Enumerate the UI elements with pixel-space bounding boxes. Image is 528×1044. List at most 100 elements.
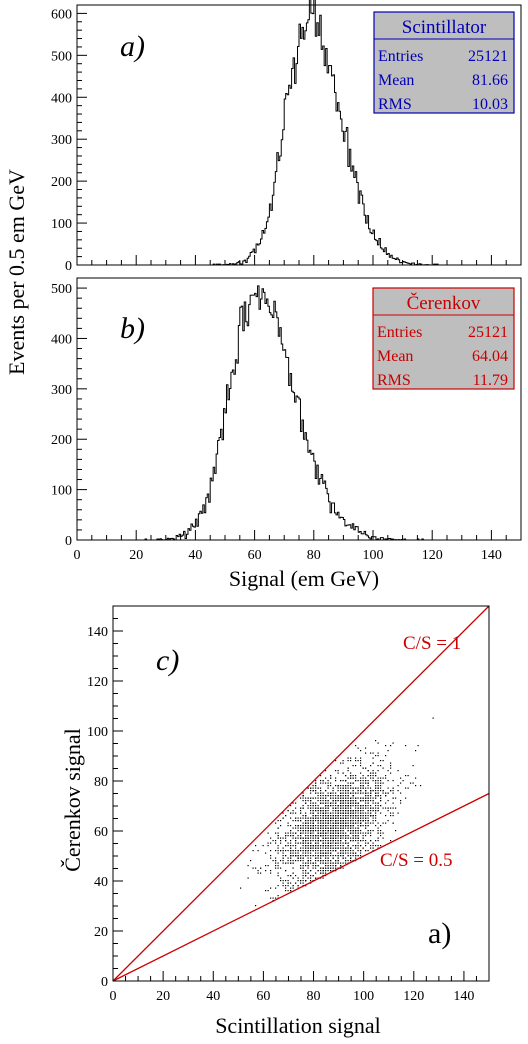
scatter-point	[385, 807, 387, 809]
scatter-point	[377, 830, 379, 832]
b-ytick-label: 400	[51, 332, 72, 347]
scatter-point	[355, 855, 357, 857]
scatter-point	[365, 800, 367, 802]
scatter-point	[280, 860, 282, 862]
scatter-point	[275, 867, 277, 869]
b-xtick-label: 140	[481, 548, 502, 563]
scatter-point	[290, 842, 292, 844]
scatter-point	[310, 852, 312, 854]
scatter-point	[295, 852, 297, 854]
scatter-point	[317, 807, 319, 809]
scatter-point	[302, 815, 304, 817]
scatter-point	[292, 872, 294, 874]
scatter-point	[322, 855, 324, 857]
scatter-point	[312, 812, 314, 814]
scatter-point	[295, 850, 297, 852]
scatter-point	[352, 777, 354, 779]
panel-b-stats-rms-value: 11.79	[473, 372, 508, 389]
scatter-point	[382, 790, 384, 792]
scatter-point	[377, 805, 379, 807]
scatter-point	[327, 807, 329, 809]
scatter-point	[337, 855, 339, 857]
scatter-point	[347, 797, 349, 799]
scatter-point	[340, 780, 342, 782]
c-xtick-label: 20	[156, 989, 170, 1004]
scatter-point	[387, 750, 389, 752]
scatter-point	[380, 845, 382, 847]
scatter-point	[357, 815, 359, 817]
scatter-point	[317, 837, 319, 839]
scatter-point	[287, 822, 289, 824]
scatter-point	[330, 852, 332, 854]
scatter-point	[377, 827, 379, 829]
scatter-point	[310, 825, 312, 827]
scatter-point	[360, 832, 362, 834]
scatter-point	[292, 885, 294, 887]
scatter-point	[390, 790, 392, 792]
scatter-point	[315, 845, 317, 847]
scatter-point	[307, 877, 309, 879]
scatter-point	[350, 787, 352, 789]
scatter-point	[325, 827, 327, 829]
scatter-point	[370, 845, 372, 847]
scatter-point	[315, 840, 317, 842]
scatter-point	[337, 787, 339, 789]
scatter-point	[322, 810, 324, 812]
scatter-point	[390, 767, 392, 769]
scatter-point	[375, 792, 377, 794]
scatter-point	[362, 805, 364, 807]
scatter-point	[360, 817, 362, 819]
scatter-point	[362, 782, 364, 784]
scatter-point	[370, 805, 372, 807]
scatter-point	[312, 825, 314, 827]
scatter-point	[340, 817, 342, 819]
scatter-point	[380, 785, 382, 787]
panel-c-x-axis-title: Scintillation signal	[215, 1013, 381, 1038]
scatter-point	[305, 852, 307, 854]
scatter-point	[352, 782, 354, 784]
scatter-point	[350, 757, 352, 759]
scatter-point	[307, 797, 309, 799]
scatter-point	[387, 792, 389, 794]
scatter-point	[310, 800, 312, 802]
scatter-point	[375, 797, 377, 799]
scatter-point	[310, 837, 312, 839]
scatter-point	[367, 785, 369, 787]
scatter-point	[345, 850, 347, 852]
scatter-point	[322, 812, 324, 814]
c-xtick-label: 120	[403, 989, 424, 1004]
scatter-point	[357, 780, 359, 782]
scatter-point	[280, 837, 282, 839]
scatter-point	[315, 780, 317, 782]
scatter-point	[317, 845, 319, 847]
scatter-point	[310, 840, 312, 842]
scatter-point	[325, 807, 327, 809]
panel-c-tag: c)	[156, 644, 179, 677]
scatter-point	[302, 807, 304, 809]
scatter-point	[320, 812, 322, 814]
scatter-point	[285, 840, 287, 842]
scatter-point	[312, 807, 314, 809]
scatter-point	[317, 827, 319, 829]
scatter-point	[267, 865, 269, 867]
scatter-point	[342, 785, 344, 787]
scatter-point	[392, 802, 394, 804]
scatter-point	[282, 855, 284, 857]
scatter-point	[367, 815, 369, 817]
scatter-point	[305, 827, 307, 829]
scatter-point	[275, 840, 277, 842]
scatter-point	[322, 832, 324, 834]
scatter-point	[320, 872, 322, 874]
scatter-point	[375, 810, 377, 812]
scatter-point	[327, 837, 329, 839]
scatter-point	[325, 832, 327, 834]
scatter-point	[275, 897, 277, 899]
scatter-point	[265, 865, 267, 867]
scatter-point	[317, 830, 319, 832]
scatter-point	[362, 792, 364, 794]
scatter-point	[295, 812, 297, 814]
scatter-point	[302, 875, 304, 877]
scatter-point	[325, 777, 327, 779]
scatter-point	[352, 850, 354, 852]
scatter-point	[367, 795, 369, 797]
